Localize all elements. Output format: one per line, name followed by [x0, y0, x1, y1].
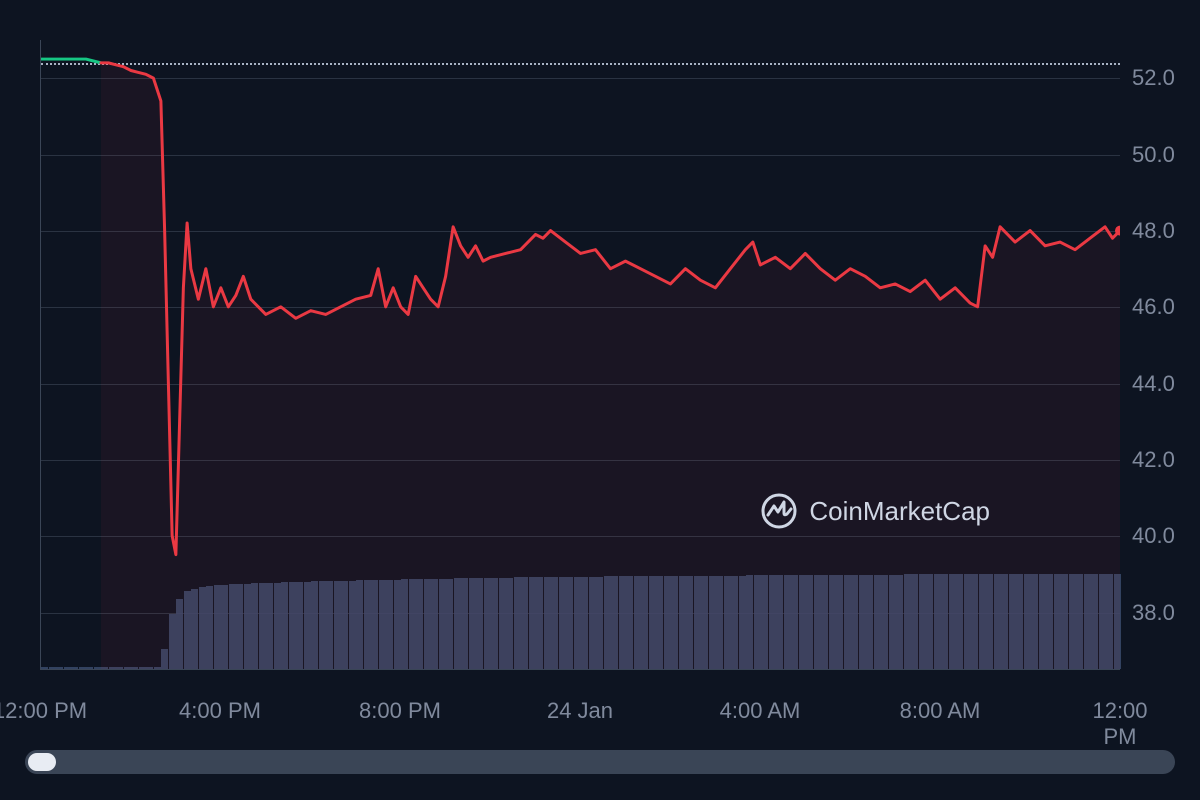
y-axis-label: 46.0 — [1132, 294, 1175, 320]
y-axis-label: 38.0 — [1132, 600, 1175, 626]
watermark-text: CoinMarketCap — [809, 496, 990, 527]
plot-area: CoinMarketCap — [40, 40, 1120, 670]
x-axis-label: 4:00 PM — [179, 698, 261, 724]
price-chart[interactable]: CoinMarketCap 12:00 PM4:00 PM8:00 PM24 J… — [40, 40, 1120, 670]
watermark: CoinMarketCap — [761, 493, 990, 529]
y-axis-label: 52.0 — [1132, 65, 1175, 91]
y-axis-label: 44.0 — [1132, 371, 1175, 397]
x-axis-label: 8:00 PM — [359, 698, 441, 724]
scrollbar-thumb[interactable] — [28, 753, 56, 771]
price-line — [41, 40, 1120, 669]
time-scrollbar[interactable] — [25, 750, 1175, 774]
y-axis-label: 40.0 — [1132, 523, 1175, 549]
y-axis-label: 50.0 — [1132, 142, 1175, 168]
x-axis-label: 12:00 PM — [1092, 698, 1147, 750]
y-axis-label: 48.0 — [1132, 218, 1175, 244]
x-axis-label: 4:00 AM — [720, 698, 801, 724]
x-axis-label: 12:00 PM — [0, 698, 87, 724]
y-axis-label: 42.0 — [1132, 447, 1175, 473]
x-axis-label: 8:00 AM — [900, 698, 981, 724]
x-axis-label: 24 Jan — [547, 698, 613, 724]
coinmarketcap-icon — [761, 493, 797, 529]
